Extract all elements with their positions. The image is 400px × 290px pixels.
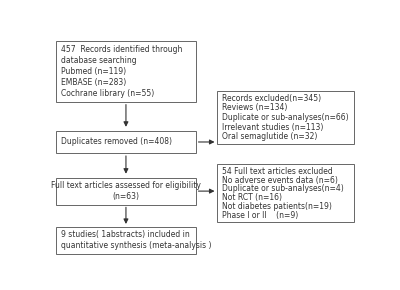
FancyBboxPatch shape	[218, 164, 354, 222]
Text: No adverse events data (n=6): No adverse events data (n=6)	[222, 176, 338, 185]
Text: 457  Records identified through: 457 Records identified through	[61, 45, 182, 54]
Text: Duplicate or sub-analyses(n=66): Duplicate or sub-analyses(n=66)	[222, 113, 349, 122]
Text: Full text articles assessed for eligibility: Full text articles assessed for eligibil…	[51, 181, 201, 190]
Text: Not diabetes patients(n=19): Not diabetes patients(n=19)	[222, 202, 332, 211]
Text: EMBASE (n=283): EMBASE (n=283)	[61, 78, 126, 87]
FancyBboxPatch shape	[56, 41, 196, 102]
FancyBboxPatch shape	[56, 131, 196, 153]
FancyBboxPatch shape	[56, 178, 196, 204]
Text: (n=63): (n=63)	[112, 192, 140, 201]
Text: Reviews (n=134): Reviews (n=134)	[222, 103, 288, 112]
Text: 9 studies( 1abstracts) included in: 9 studies( 1abstracts) included in	[61, 230, 190, 239]
FancyBboxPatch shape	[218, 90, 354, 144]
Text: Duplicates removed (n=408): Duplicates removed (n=408)	[61, 137, 172, 146]
Text: Irrelevant studies (n=113): Irrelevant studies (n=113)	[222, 123, 324, 132]
Text: Records excluded(n=345): Records excluded(n=345)	[222, 94, 321, 103]
Text: Phase I or II    (n=9): Phase I or II (n=9)	[222, 211, 298, 220]
FancyBboxPatch shape	[56, 227, 196, 254]
Text: database searching: database searching	[61, 56, 136, 65]
Text: quantitative synthesis (meta-analysis ): quantitative synthesis (meta-analysis )	[61, 241, 211, 250]
Text: Not RCT (n=16): Not RCT (n=16)	[222, 193, 282, 202]
Text: 54 Full text articles excluded: 54 Full text articles excluded	[222, 167, 333, 176]
Text: Pubmed (n=119): Pubmed (n=119)	[61, 67, 126, 76]
Text: Cochrane library (n=55): Cochrane library (n=55)	[61, 89, 154, 98]
Text: Duplicate or sub-analyses(n=4): Duplicate or sub-analyses(n=4)	[222, 184, 344, 193]
Text: Oral semaglutide (n=32): Oral semaglutide (n=32)	[222, 132, 318, 141]
